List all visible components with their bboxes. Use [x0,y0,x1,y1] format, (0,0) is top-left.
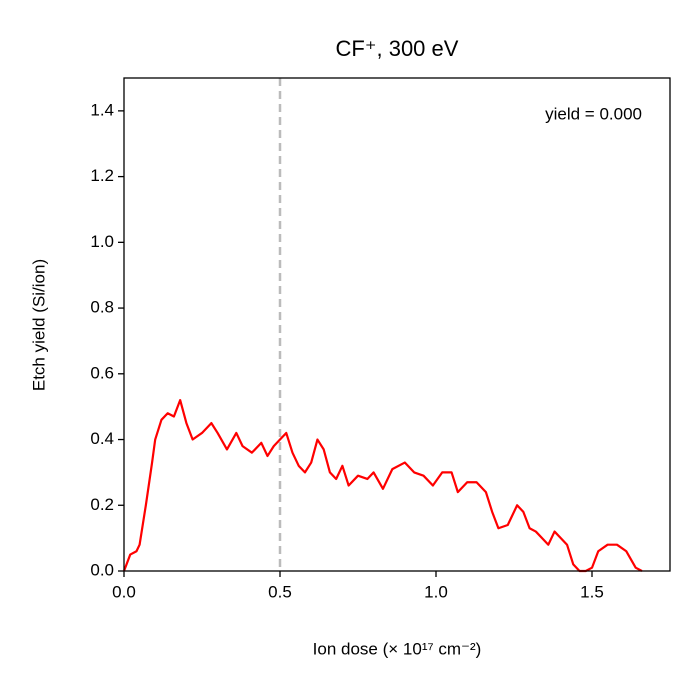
x-tick-label: 0.5 [268,582,292,601]
plot-frame [123,77,671,572]
y-tick-label: 0.2 [90,495,114,514]
y-axis-label: Etch yield (Si/ion) [29,259,48,391]
x-axis-label: Ion dose (× 10¹⁷ cm⁻²) [313,639,482,658]
y-tick-label: 0.6 [90,363,114,382]
annotation: yield = 0.000 [545,104,642,123]
chart-title: CF⁺, 300 eV [336,36,459,61]
x-tick-label: 0.0 [112,582,136,601]
x-tick-label: 1.0 [424,582,448,601]
y-tick-label: 1.2 [90,166,114,185]
data-line [122,398,643,573]
x-tick-label: 1.5 [580,582,604,601]
y-tick-label: 1.4 [90,100,114,119]
y-tick-label: 1.0 [90,232,114,251]
y-tick-label: 0.4 [90,429,114,448]
y-tick-label: 0.8 [90,298,114,317]
y-tick-label: 0.0 [90,560,114,579]
